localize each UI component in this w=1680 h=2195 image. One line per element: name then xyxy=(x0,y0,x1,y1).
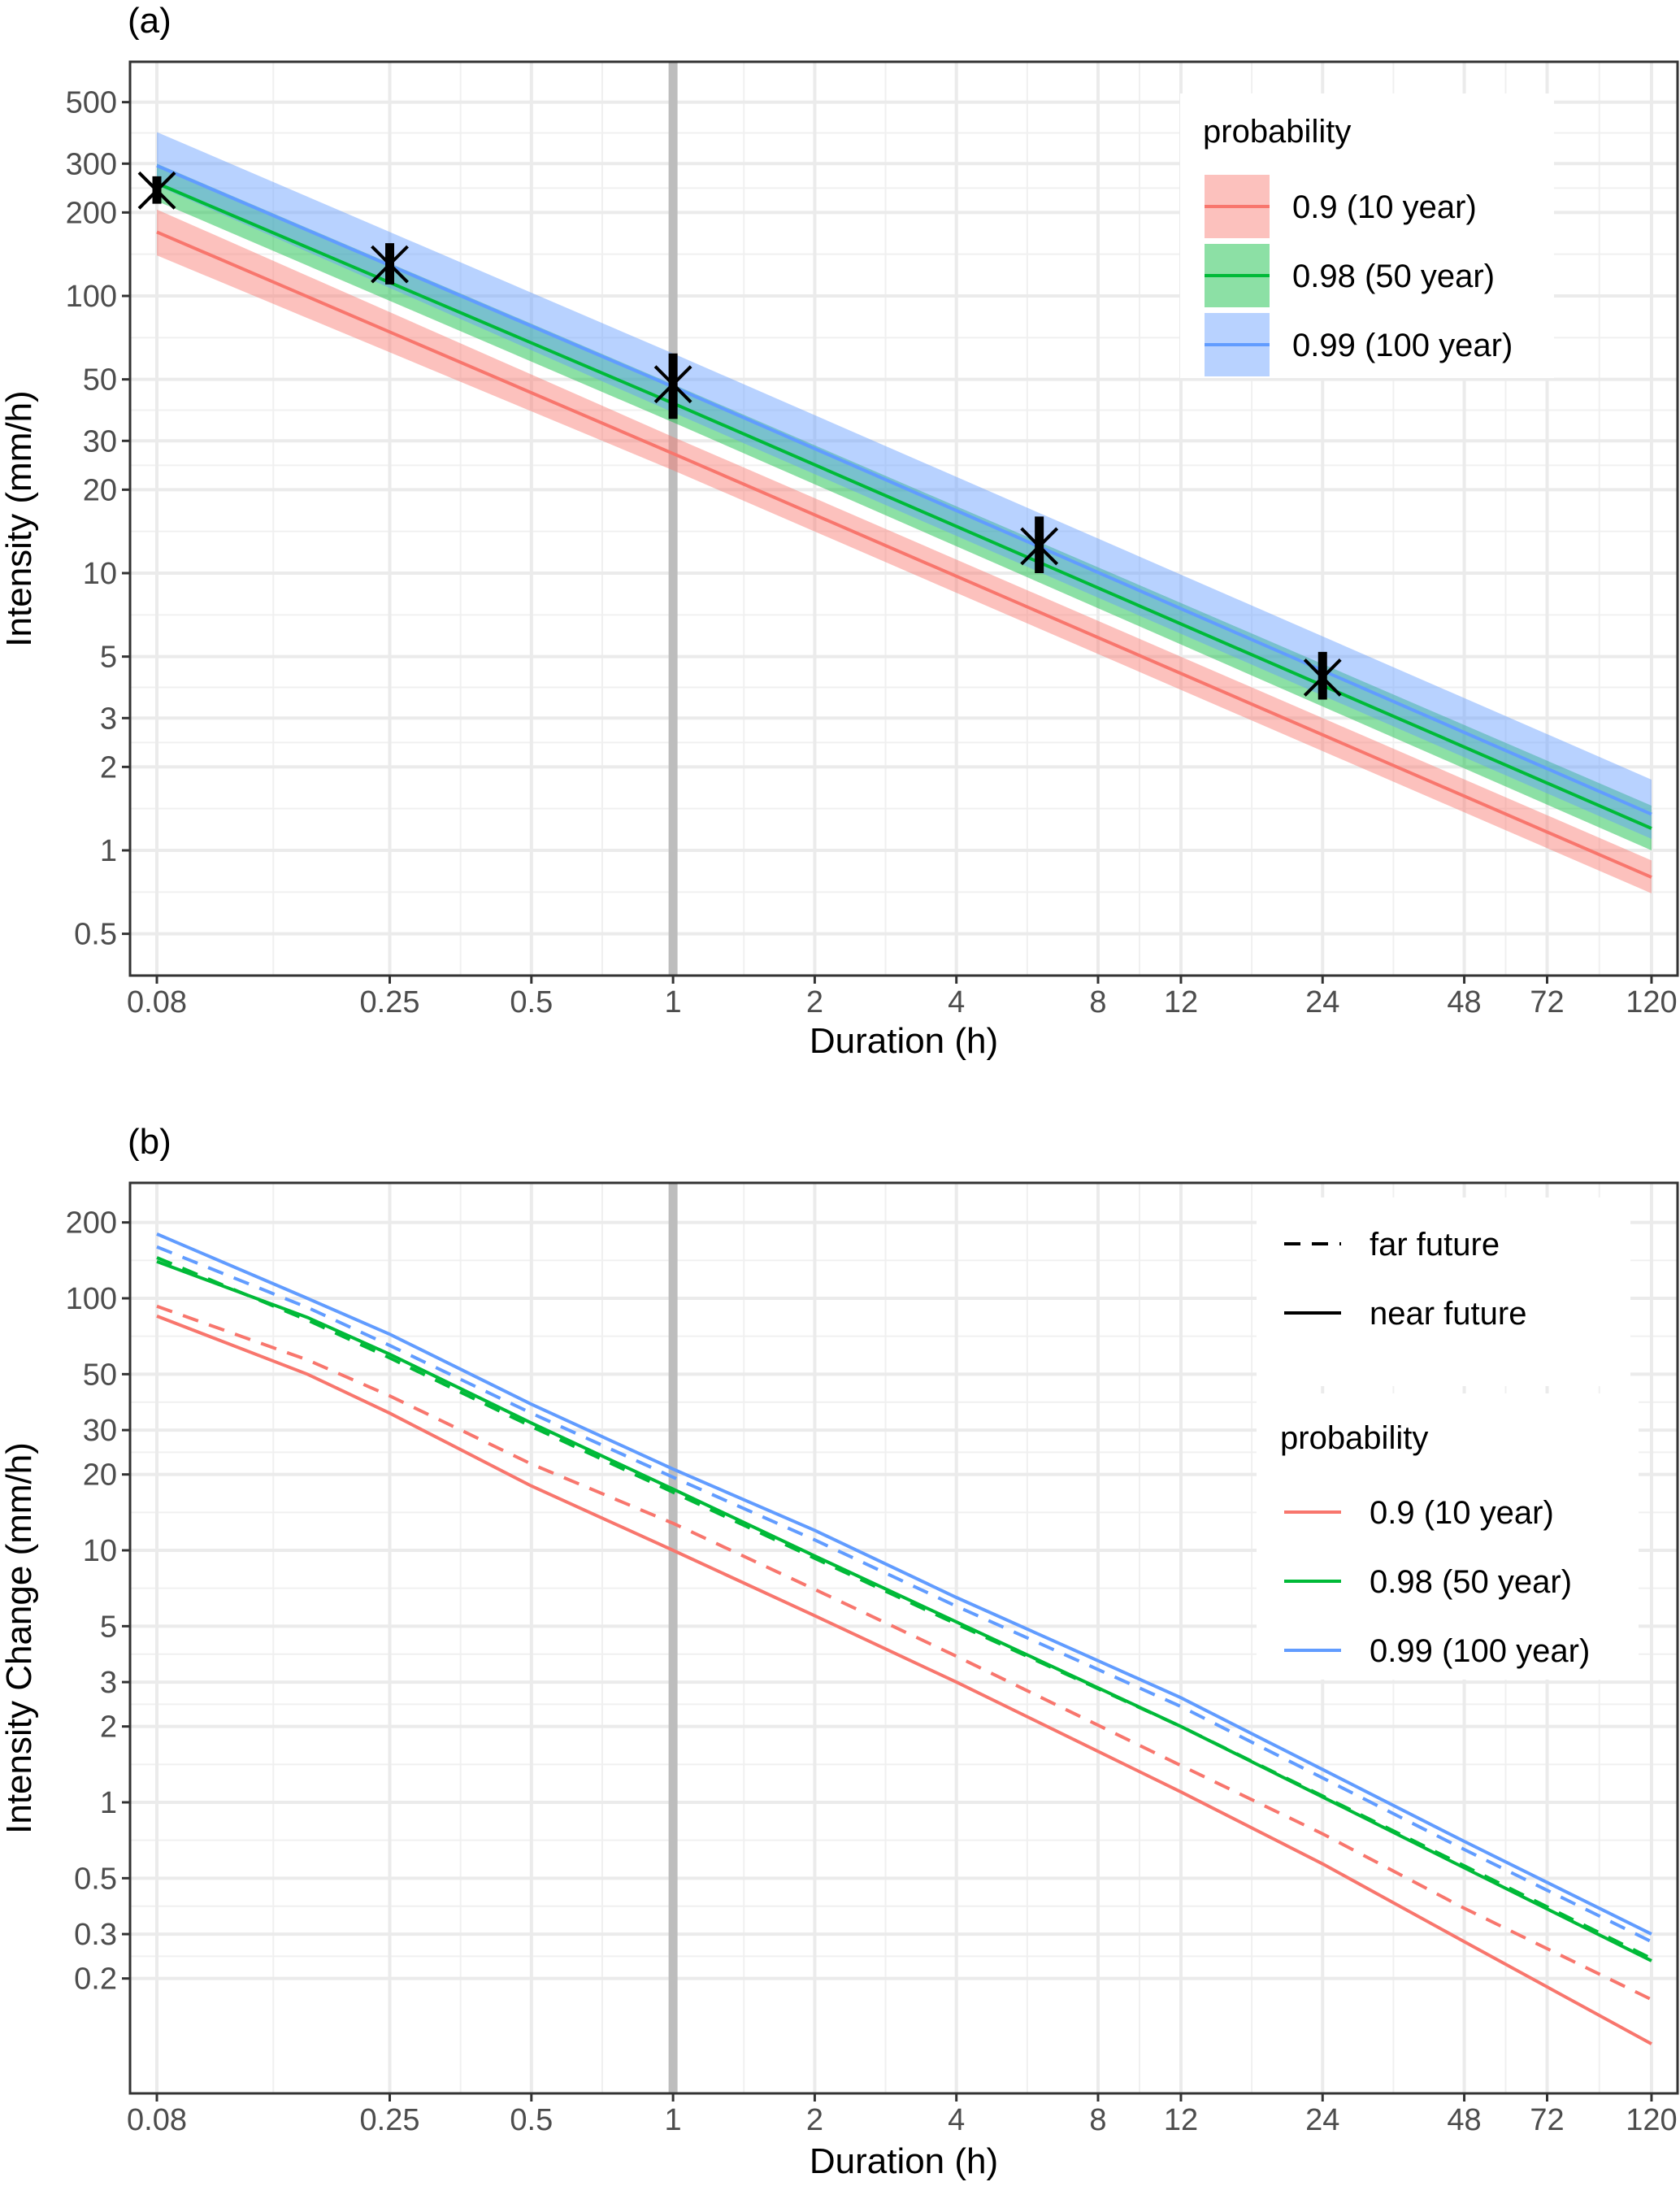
ribbon-0-98-50-year- xyxy=(157,163,1652,851)
y-tick-label: 100 xyxy=(66,280,117,314)
y-tick-label: 1 xyxy=(100,1786,117,1820)
y-tick-label: 50 xyxy=(83,363,117,398)
line-0-9-10-year- xyxy=(156,230,1652,879)
y-tick-label: 20 xyxy=(83,1458,117,1493)
observation-marker xyxy=(653,365,692,404)
x-tick-label: 8 xyxy=(1089,2103,1106,2137)
x-axis-title: Duration (h) xyxy=(810,1021,998,1061)
plot-area xyxy=(137,132,1652,893)
y-tick-label: 0.5 xyxy=(74,918,117,952)
legend-label: 0.9 (10 year) xyxy=(1292,189,1477,225)
x-tick-label: 4 xyxy=(948,2103,965,2137)
ribbon-0-99-100-year- xyxy=(157,132,1652,839)
y-tick-label: 3 xyxy=(100,1666,117,1700)
legend-label: 0.98 (50 year) xyxy=(1292,259,1495,294)
x-tick-label: 12 xyxy=(1164,985,1198,1019)
observation-marker xyxy=(371,245,409,284)
x-tick-label: 2 xyxy=(806,2103,823,2137)
observation-marker xyxy=(1020,527,1059,566)
y-axis-title: Intensity (mm/h) xyxy=(0,390,39,646)
legend-label: near future xyxy=(1370,1296,1526,1332)
x-axis-title: Duration (h) xyxy=(810,2141,998,2181)
observation-marker xyxy=(137,171,176,210)
x-tick-label: 24 xyxy=(1305,985,1339,1019)
y-tick-label: 2 xyxy=(100,1710,117,1745)
y-tick-label: 300 xyxy=(66,147,117,181)
legend-title: probability xyxy=(1280,1420,1428,1456)
x-tick-label: 0.5 xyxy=(510,985,553,1019)
legend-background xyxy=(1257,1393,1639,1680)
y-tick-label: 2 xyxy=(100,750,117,785)
y-tick-label: 30 xyxy=(83,424,117,459)
y-tick-label: 5 xyxy=(100,641,117,675)
x-tick-label: 2 xyxy=(806,985,823,1019)
panel-label: (b) xyxy=(128,1122,171,1162)
y-tick-label: 5 xyxy=(100,1610,117,1644)
panel-label: (a) xyxy=(128,1,171,41)
x-tick-label: 1 xyxy=(665,2103,682,2137)
y-tick-label: 200 xyxy=(66,196,117,230)
legend-probability: probability 0.9 (10 year) 0.98 (50 year) 0.… xyxy=(1257,1393,1639,1680)
y-tick-label: 3 xyxy=(100,702,117,736)
x-tick-label: 0.25 xyxy=(360,985,420,1019)
plot-area xyxy=(156,1232,1652,2045)
panel-a: 0.08 0.25 0.5 1 2 4 8 12 24 48 72 1200.512351020305… xyxy=(0,1,1679,1061)
legend-label: 0.99 (100 year) xyxy=(1292,328,1513,363)
y-tick-label: 0.3 xyxy=(74,1918,117,1952)
line-0-99-100-year--far-future xyxy=(156,1245,1652,1944)
panel-border xyxy=(128,1181,1679,2095)
y-axis-title: Intensity Change (mm/h) xyxy=(0,1442,39,1834)
x-tick-label: 120 xyxy=(1626,985,1677,1019)
y-tick-label: 10 xyxy=(83,557,117,591)
x-tick-label: 0.25 xyxy=(360,2103,420,2137)
x-tick-label: 120 xyxy=(1626,2103,1677,2137)
x-tick-label: 4 xyxy=(948,985,965,1019)
y-tick-label: 500 xyxy=(66,86,117,120)
line-0-99-100-year--near-future xyxy=(156,1232,1652,1936)
x-tick-label: 24 xyxy=(1305,2103,1339,2137)
observation-marker xyxy=(1303,658,1342,697)
ribbon-0-9-10-year- xyxy=(157,209,1652,893)
line-0-9-10-year--far-future xyxy=(156,1304,1652,2002)
legend-background xyxy=(1257,1197,1630,1386)
y-tick-label: 100 xyxy=(66,1282,117,1316)
legend-linetype: far future near future xyxy=(1257,1197,1630,1386)
line-0-98-50-year--far-future xyxy=(156,1256,1652,1960)
legend-probability: probability 0.9 (10 year) 0.98 (50 year) 0.… xyxy=(1180,93,1554,378)
x-tick-label: 72 xyxy=(1530,2103,1564,2137)
legend-label: 0.9 (10 year) xyxy=(1370,1495,1554,1531)
y-tick-label: 1 xyxy=(100,834,117,868)
y-tick-label: 0.2 xyxy=(74,1962,117,1997)
legend-title: probability xyxy=(1203,114,1351,150)
legend-label: 0.98 (50 year) xyxy=(1370,1564,1572,1600)
y-tick-label: 0.5 xyxy=(74,1862,117,1896)
y-tick-label: 200 xyxy=(66,1206,117,1241)
panel-b: 0.08 0.25 0.5 1 2 4 8 12 24 48 72 1200.20.30.512351… xyxy=(0,1122,1679,2181)
x-tick-label: 1 xyxy=(665,985,682,1019)
y-tick-label: 20 xyxy=(83,473,117,507)
legend-label: 0.99 (100 year) xyxy=(1370,1633,1590,1669)
x-tick-label: 12 xyxy=(1164,2103,1198,2137)
x-tick-label: 48 xyxy=(1447,985,1481,1019)
x-tick-label: 0.5 xyxy=(510,2103,553,2137)
legend-background xyxy=(1180,93,1554,378)
line-0-9-10-year--near-future xyxy=(156,1315,1652,2045)
y-tick-label: 30 xyxy=(83,1414,117,1448)
legend-label: far future xyxy=(1370,1227,1500,1263)
x-tick-label: 0.08 xyxy=(127,985,187,1019)
x-tick-label: 8 xyxy=(1089,985,1106,1019)
x-tick-label: 0.08 xyxy=(127,2103,187,2137)
panel-border xyxy=(128,60,1679,977)
y-tick-label: 50 xyxy=(83,1358,117,1392)
y-tick-label: 10 xyxy=(83,1534,117,1568)
x-tick-label: 48 xyxy=(1447,2103,1481,2137)
x-tick-label: 72 xyxy=(1530,985,1564,1019)
